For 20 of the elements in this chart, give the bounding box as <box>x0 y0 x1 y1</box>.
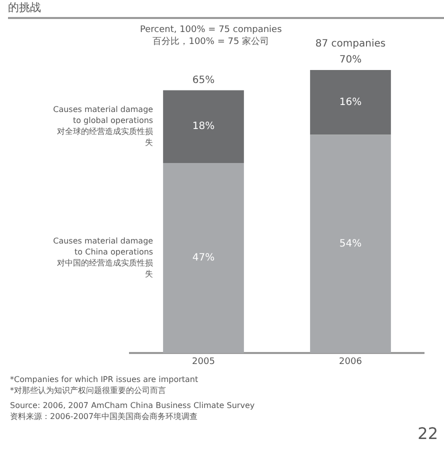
source-note: Source: 2006, 2007 AmCham China Business Climate Survey 资料来源：2006-2007年中国美国商会商务环境调查 <box>10 400 256 422</box>
series-label: Causes material damage to China operations 对中国的经营造成实质性损失 <box>53 236 154 279</box>
bar <box>163 163 244 354</box>
text: 22 <box>418 424 438 443</box>
series-label: Causes material damage to global operations 对全球的经营造成实质性损失 <box>53 105 154 148</box>
data-label: 47% <box>192 252 215 264</box>
bar <box>310 134 391 354</box>
total-label: 65% <box>192 74 215 86</box>
chart-subtitle: Percent, 100% = 75 companies 百分比，100% = 75 家公司 <box>140 24 282 48</box>
total-label: 70% <box>339 54 362 66</box>
data-label: 16% <box>339 96 362 108</box>
text: 87 companies <box>315 38 386 50</box>
x-tick-label: 2006 <box>339 356 362 367</box>
bar <box>163 90 244 164</box>
data-label: 18% <box>192 121 215 132</box>
bar <box>310 70 391 135</box>
x-tick-label: 2005 <box>192 356 215 367</box>
text: 的挑战 <box>8 0 444 19</box>
data-label: 54% <box>339 238 362 250</box>
text: *Companies for which IPR issues are important *对那些认为知识产权问题很重要的公司而言 <box>10 374 200 396</box>
